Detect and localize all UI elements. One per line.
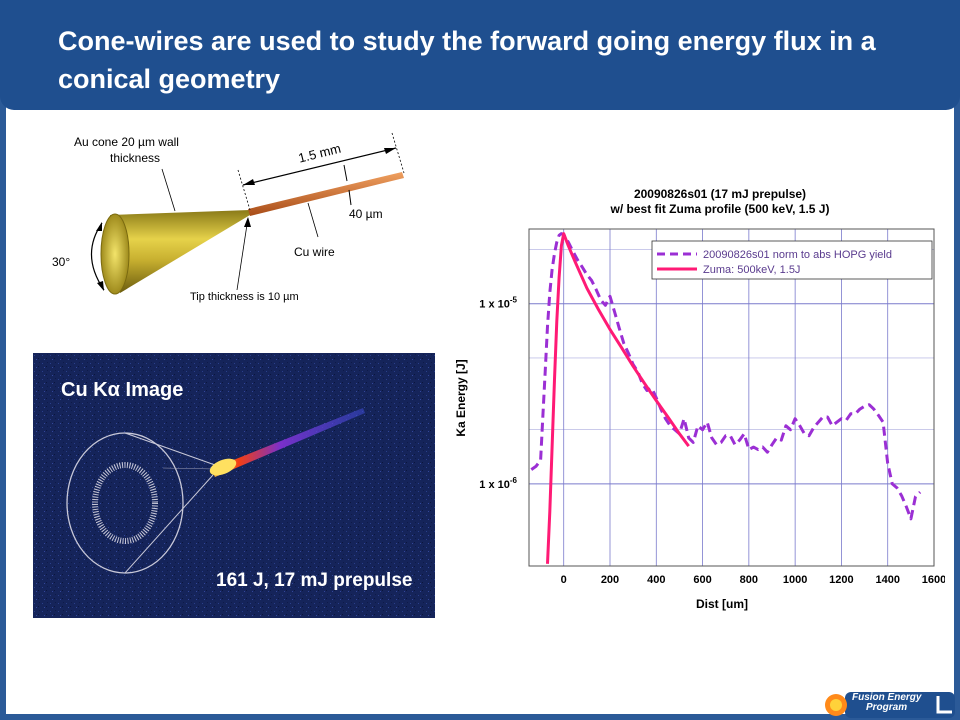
chart-axes: 0 200 400 600 800 1000 1200 1400 1600 1 x 10-5 1 x…: [479, 296, 945, 586]
series-line-data: [530, 232, 922, 521]
diameter-arrow-top: [343, 164, 348, 182]
angle-label: 30°: [52, 255, 70, 269]
tip-leader: [236, 217, 249, 291]
wire-diameter-label: 40 µm: [349, 207, 383, 221]
title-banner: Cone-wires are used to study the forward…: [0, 0, 960, 110]
length-arrow-left: [243, 179, 255, 185]
x-tick-label: 1600: [922, 574, 945, 586]
kalpha-jet: [211, 408, 365, 477]
footer-logo-text: Fusion Energy Program: [852, 693, 921, 713]
series-line-fit: [546, 232, 690, 564]
y-tick-label: 1 x 10-5: [479, 296, 517, 311]
length-ext-left: [237, 169, 251, 211]
diameter-arrow-bottom: [348, 189, 352, 206]
logo-line-1: Fusion Energy: [852, 692, 922, 703]
plot-area-frame: [528, 228, 935, 567]
cu-wire: [248, 172, 404, 216]
length-ext-right: [391, 132, 405, 174]
tip-label: Tip thickness is 10 µm: [190, 291, 299, 303]
x-tick-label: 800: [740, 574, 758, 586]
chart-series: [530, 232, 922, 564]
energy-chart: 20090826s01 (17 mJ prepulse) w/ best fit…: [454, 187, 945, 611]
x-tick-label: 1400: [875, 574, 899, 586]
au-cone: [110, 210, 250, 293]
legend-box: [651, 240, 933, 280]
y-tick-label: 1 x 10-6: [479, 476, 517, 491]
chart-title: 20090826s01 (17 mJ prepulse): [634, 187, 806, 201]
kalpha-title: Cu Kα Image: [61, 379, 183, 401]
length-label: 1.5 mm: [297, 141, 343, 166]
x-tick-label: 1200: [829, 574, 853, 586]
x-tick-label: 400: [647, 574, 665, 586]
cone-outline-inner: [92, 462, 158, 544]
cone-wall-label-1: Au cone 20 µm wall: [74, 135, 179, 149]
sun-core: [830, 699, 842, 711]
chart-subtitle: w/ best fit Zuma profile (500 keV, 1.5 J…: [610, 202, 830, 216]
cone-outline-mid: [162, 467, 216, 470]
x-tick-label: 600: [693, 574, 711, 586]
length-dim-line: [242, 147, 397, 186]
logo-bar: [845, 692, 955, 718]
wire-label: Cu wire: [294, 245, 335, 259]
length-arrow-right: [384, 148, 396, 154]
cone-mouth: [100, 213, 130, 295]
cu-kalpha-image: Cu Kα Image 161 J, 17 mJ prepulse: [33, 353, 435, 618]
angle-arrow-top: [96, 222, 102, 231]
tip-arrow: [244, 217, 251, 227]
chart-legend: 20090826s01 norm to abs HOPG yield Zuma:…: [651, 240, 933, 280]
llnl-icon: [936, 696, 952, 714]
legend-label-data: 20090826s01 norm to abs HOPG yield: [703, 249, 892, 261]
y-axis-label: Ka Energy [J]: [454, 359, 468, 436]
x-tick-label: 0: [561, 574, 567, 586]
cone-wall-leader: [161, 168, 176, 212]
slide-title: Cone-wires are used to study the forward…: [58, 26, 876, 94]
logo-line-2: Program: [866, 702, 908, 713]
wire-leader: [307, 202, 319, 238]
cone-outline-bottom: [124, 474, 214, 574]
kalpha-hotspot: [209, 458, 237, 476]
x-axis-label: Dist [um]: [696, 597, 748, 611]
angle-arrow-bottom: [97, 281, 104, 291]
cone-wire-schematic: 1.5 mm 40 µm Cu wire Au cone 20 µm wall …: [52, 132, 405, 303]
kalpha-caption: 161 J, 17 mJ prepulse: [216, 570, 412, 591]
cone-wall-label-2: thickness: [110, 151, 160, 165]
legend-label-fit: Zuma: 500keV, 1.5J: [703, 264, 800, 276]
x-tick-label: 1000: [783, 574, 807, 586]
fusion-energy-logo: [825, 692, 955, 718]
cone-outline-top: [124, 432, 216, 466]
x-tick-label: 200: [601, 574, 619, 586]
